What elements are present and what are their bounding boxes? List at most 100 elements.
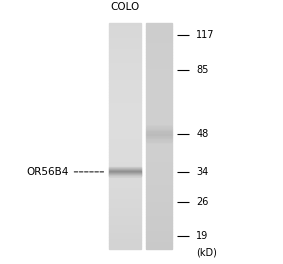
Bar	[109, 226, 142, 229]
Bar	[146, 69, 172, 72]
Bar	[109, 232, 142, 234]
Bar	[146, 127, 172, 128]
Bar	[109, 129, 142, 132]
Bar	[146, 177, 172, 180]
Bar	[109, 172, 142, 173]
Bar	[109, 209, 142, 211]
Bar	[146, 186, 172, 189]
Bar	[146, 125, 172, 126]
Bar	[146, 169, 172, 172]
Bar	[146, 80, 172, 83]
Bar	[146, 140, 172, 143]
Bar	[146, 152, 172, 154]
Bar	[146, 115, 172, 117]
Bar	[146, 206, 172, 209]
Bar	[146, 106, 172, 109]
Bar	[146, 136, 172, 137]
Bar	[109, 97, 142, 100]
Bar	[109, 80, 142, 83]
Bar	[109, 109, 142, 112]
Bar	[146, 197, 172, 200]
Bar	[109, 69, 142, 72]
Bar	[109, 171, 142, 172]
Text: 26: 26	[196, 197, 209, 207]
Bar	[146, 128, 172, 129]
Bar	[109, 143, 142, 146]
Bar	[146, 60, 172, 63]
Bar	[109, 126, 142, 129]
Bar	[146, 200, 172, 203]
Bar	[109, 157, 142, 160]
Bar	[146, 229, 172, 232]
Bar	[146, 234, 172, 237]
Bar	[146, 117, 172, 120]
Bar	[109, 75, 142, 78]
Bar	[109, 177, 142, 180]
Bar	[146, 26, 172, 29]
Bar	[146, 220, 172, 223]
Bar	[146, 137, 172, 140]
Bar	[146, 129, 172, 132]
Bar	[109, 49, 142, 52]
Bar	[109, 169, 142, 172]
Bar	[109, 132, 142, 135]
Text: COLO: COLO	[111, 2, 140, 12]
Bar	[146, 166, 172, 169]
Bar	[109, 152, 142, 154]
Bar	[109, 63, 142, 66]
Bar	[146, 146, 172, 149]
Bar	[109, 240, 142, 243]
Bar	[146, 163, 172, 166]
Bar	[109, 32, 142, 35]
Bar	[146, 86, 172, 89]
Bar	[109, 175, 142, 176]
Bar	[146, 126, 172, 127]
Bar	[109, 40, 142, 43]
Bar	[146, 183, 172, 186]
Bar	[146, 232, 172, 234]
Bar	[146, 78, 172, 80]
Bar	[146, 23, 172, 26]
Bar	[146, 175, 172, 177]
Bar	[109, 115, 142, 117]
Bar	[109, 223, 142, 226]
Bar	[109, 103, 142, 106]
Text: 85: 85	[196, 65, 209, 75]
Bar	[109, 123, 142, 126]
Bar	[146, 66, 172, 69]
Bar	[109, 217, 142, 220]
Text: 48: 48	[196, 129, 208, 139]
Bar	[109, 52, 142, 55]
Bar	[109, 175, 142, 177]
Bar	[109, 180, 142, 183]
Text: (kD): (kD)	[196, 248, 217, 258]
Bar	[109, 183, 142, 186]
Bar	[146, 132, 172, 133]
Bar	[146, 141, 172, 142]
Bar	[109, 192, 142, 195]
Bar	[109, 214, 142, 217]
Bar	[146, 35, 172, 37]
Bar	[146, 49, 172, 52]
Bar	[109, 46, 142, 49]
Bar	[146, 223, 172, 226]
Bar	[109, 206, 142, 209]
Bar	[146, 203, 172, 206]
Bar	[109, 146, 142, 149]
Bar	[109, 167, 142, 168]
Bar	[146, 237, 172, 240]
Bar	[109, 140, 142, 143]
Bar	[109, 95, 142, 97]
Bar	[146, 140, 172, 141]
Bar	[109, 211, 142, 214]
Bar	[146, 123, 172, 126]
Bar	[146, 112, 172, 115]
Bar	[109, 37, 142, 40]
Bar	[109, 66, 142, 69]
Bar	[146, 180, 172, 183]
Bar	[109, 112, 142, 115]
Bar	[146, 133, 172, 134]
Bar	[109, 243, 142, 246]
Bar	[146, 89, 172, 92]
Bar	[109, 174, 142, 175]
